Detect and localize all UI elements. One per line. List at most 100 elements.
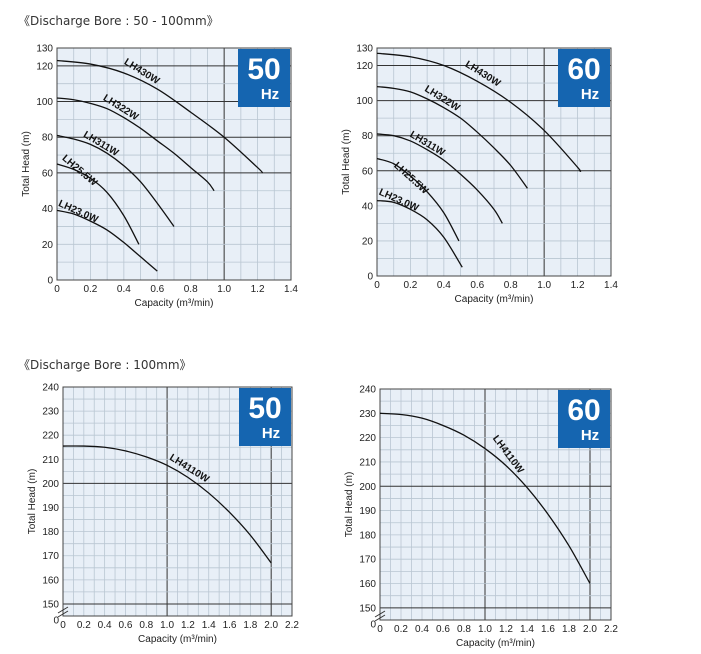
- x-tick-label: 1.4: [202, 620, 216, 631]
- plot-frame: [376, 47, 612, 277]
- x-tick-label: 1.0: [217, 284, 231, 295]
- x-tick-label: 0.4: [415, 624, 429, 635]
- x-tick-label: 0.8: [504, 280, 518, 291]
- y-tick-label: 190: [359, 506, 376, 517]
- series-line-lh322w: [376, 85, 528, 189]
- badge-background: [238, 49, 290, 107]
- y-tick-label: 210: [42, 455, 59, 466]
- x-tick-label: 0.2: [403, 280, 417, 291]
- y-tick-label: 120: [356, 61, 373, 72]
- y-tick-label: 170: [359, 555, 376, 566]
- series-line-lh4110w: [62, 445, 272, 564]
- y-tick-label: 130: [356, 44, 373, 55]
- y-tick-label: 130: [36, 44, 53, 55]
- x-tick-label: 1.6: [223, 620, 237, 631]
- y-tick-label: 180: [359, 530, 376, 541]
- series-line-lh311w: [56, 134, 175, 227]
- y-tick-label: 240: [42, 383, 59, 394]
- x-axis-label: Capacity (m³/min): [455, 294, 534, 305]
- badge-unit: Hz: [581, 427, 599, 444]
- chart-50-100mm-60hz: 0 0.2 0.4 0.6 0.8 1.0 1.2 1.4 0 20 40 60 80 100 120 130…: [341, 44, 618, 306]
- x-tick-label: 0.6: [150, 284, 164, 295]
- x-tick-label: 1.0: [478, 624, 492, 635]
- x-tick-label: 1.2: [571, 280, 585, 291]
- x-tick-label: 0: [60, 620, 66, 631]
- badge-number: 60: [567, 394, 600, 427]
- x-tick-label: 0.6: [470, 280, 484, 291]
- chart-50-100mm-50hz: 0 0.2 0.4 0.6 0.8 1.0 1.2 1.4 0 20 40 60 80 100 120 130…: [21, 44, 298, 310]
- x-axis-label: Capacity (m³/min): [456, 638, 535, 649]
- series-line-lh25-5w: [56, 163, 140, 245]
- y-tick-label: 80: [42, 133, 54, 144]
- y-tick-label: 230: [359, 409, 376, 420]
- axis-break-mark: [374, 614, 386, 622]
- axis-break-mark: [57, 610, 69, 618]
- x-tick-label: 1.4: [284, 284, 298, 295]
- x-tick-label: 1.4: [604, 280, 618, 291]
- chart-100mm-50hz: 0 0.2 0.4 0.6 0.8 1.0 1.2 1.4 1.6 1.8 2.0 2.2015016…: [27, 383, 299, 646]
- y-tick-label: 20: [42, 240, 54, 251]
- badge-unit: Hz: [261, 86, 279, 103]
- x-tick-label: 1.8: [243, 620, 257, 631]
- x-tick-label: 2.2: [604, 624, 618, 635]
- series-line-lh23-0w: [56, 209, 158, 272]
- x-tick-label: 1.2: [251, 284, 265, 295]
- y-tick-label: 220: [42, 431, 59, 442]
- x-tick-label: 0.2: [83, 284, 97, 295]
- y-tick-label: 120: [36, 61, 53, 72]
- x-axis-label: Capacity (m³/min): [138, 634, 217, 645]
- y-tick-label: 100: [356, 96, 373, 107]
- x-tick-label: 1.8: [562, 624, 576, 635]
- x-tick-label: 1.0: [537, 280, 551, 291]
- x-axis-label: Capacity (m³/min): [135, 298, 214, 309]
- axis-break-mark: [57, 606, 69, 614]
- x-tick-label: 0.8: [139, 620, 153, 631]
- y-tick-label: 40: [362, 201, 374, 212]
- y-tick-label: 230: [42, 407, 59, 418]
- x-tick-label: 0.2: [77, 620, 91, 631]
- x-tick-label: 1.2: [181, 620, 195, 631]
- y-tick-label: 100: [36, 97, 53, 108]
- x-tick-label: 0.8: [457, 624, 471, 635]
- y-tick-label: 60: [42, 168, 54, 179]
- y-axis-label: Total Head (m): [21, 131, 32, 197]
- y-tick-label: 20: [362, 236, 374, 247]
- x-tick-label: 0: [377, 624, 383, 635]
- y-tick-label: 160: [359, 579, 376, 590]
- y-tick-label: 210: [359, 457, 376, 468]
- series-line-lh322w: [56, 97, 215, 192]
- x-tick-label: 0.4: [98, 620, 112, 631]
- chart-100mm-60hz: 0 0.2 0.4 0.6 0.8 1.0 1.2 1.4 1.6 1.8 2.0 2.2015016…: [344, 385, 618, 650]
- badge-number: 50: [248, 392, 281, 425]
- x-tick-label: 1.2: [499, 624, 513, 635]
- badge-background: [558, 49, 610, 107]
- x-tick-label: 0.4: [437, 280, 451, 291]
- y-tick-label: 40: [42, 204, 54, 215]
- x-tick-label: 1.4: [520, 624, 534, 635]
- y-tick-label: 190: [42, 503, 59, 514]
- y-tick-label: 0: [367, 272, 373, 283]
- x-tick-label: 0.6: [119, 620, 133, 631]
- x-tick-label: 2.0: [583, 624, 597, 635]
- y-tick-label: 170: [42, 551, 59, 562]
- x-tick-label: 2.0: [264, 620, 278, 631]
- y-axis-label: Total Head (m): [344, 472, 355, 538]
- x-tick-label: 1.0: [160, 620, 174, 631]
- series-line-lh311w: [376, 133, 503, 224]
- y-axis-label: Total Head (m): [27, 469, 38, 535]
- x-tick-label: 2.2: [285, 620, 299, 631]
- axis-break-mark: [374, 610, 386, 618]
- series-line-lh23-0w: [376, 199, 463, 268]
- y-tick-label: 60: [362, 166, 374, 177]
- y-tick-label: 240: [359, 385, 376, 396]
- section-title-discharge-100: 《Discharge Bore : 100mm》: [18, 358, 192, 372]
- y-tick-label: 220: [359, 433, 376, 444]
- y-tick-label: 200: [42, 479, 59, 490]
- x-tick-label: 0: [54, 284, 60, 295]
- plot-frame: [379, 388, 612, 621]
- y-tick-label: 0: [47, 276, 53, 287]
